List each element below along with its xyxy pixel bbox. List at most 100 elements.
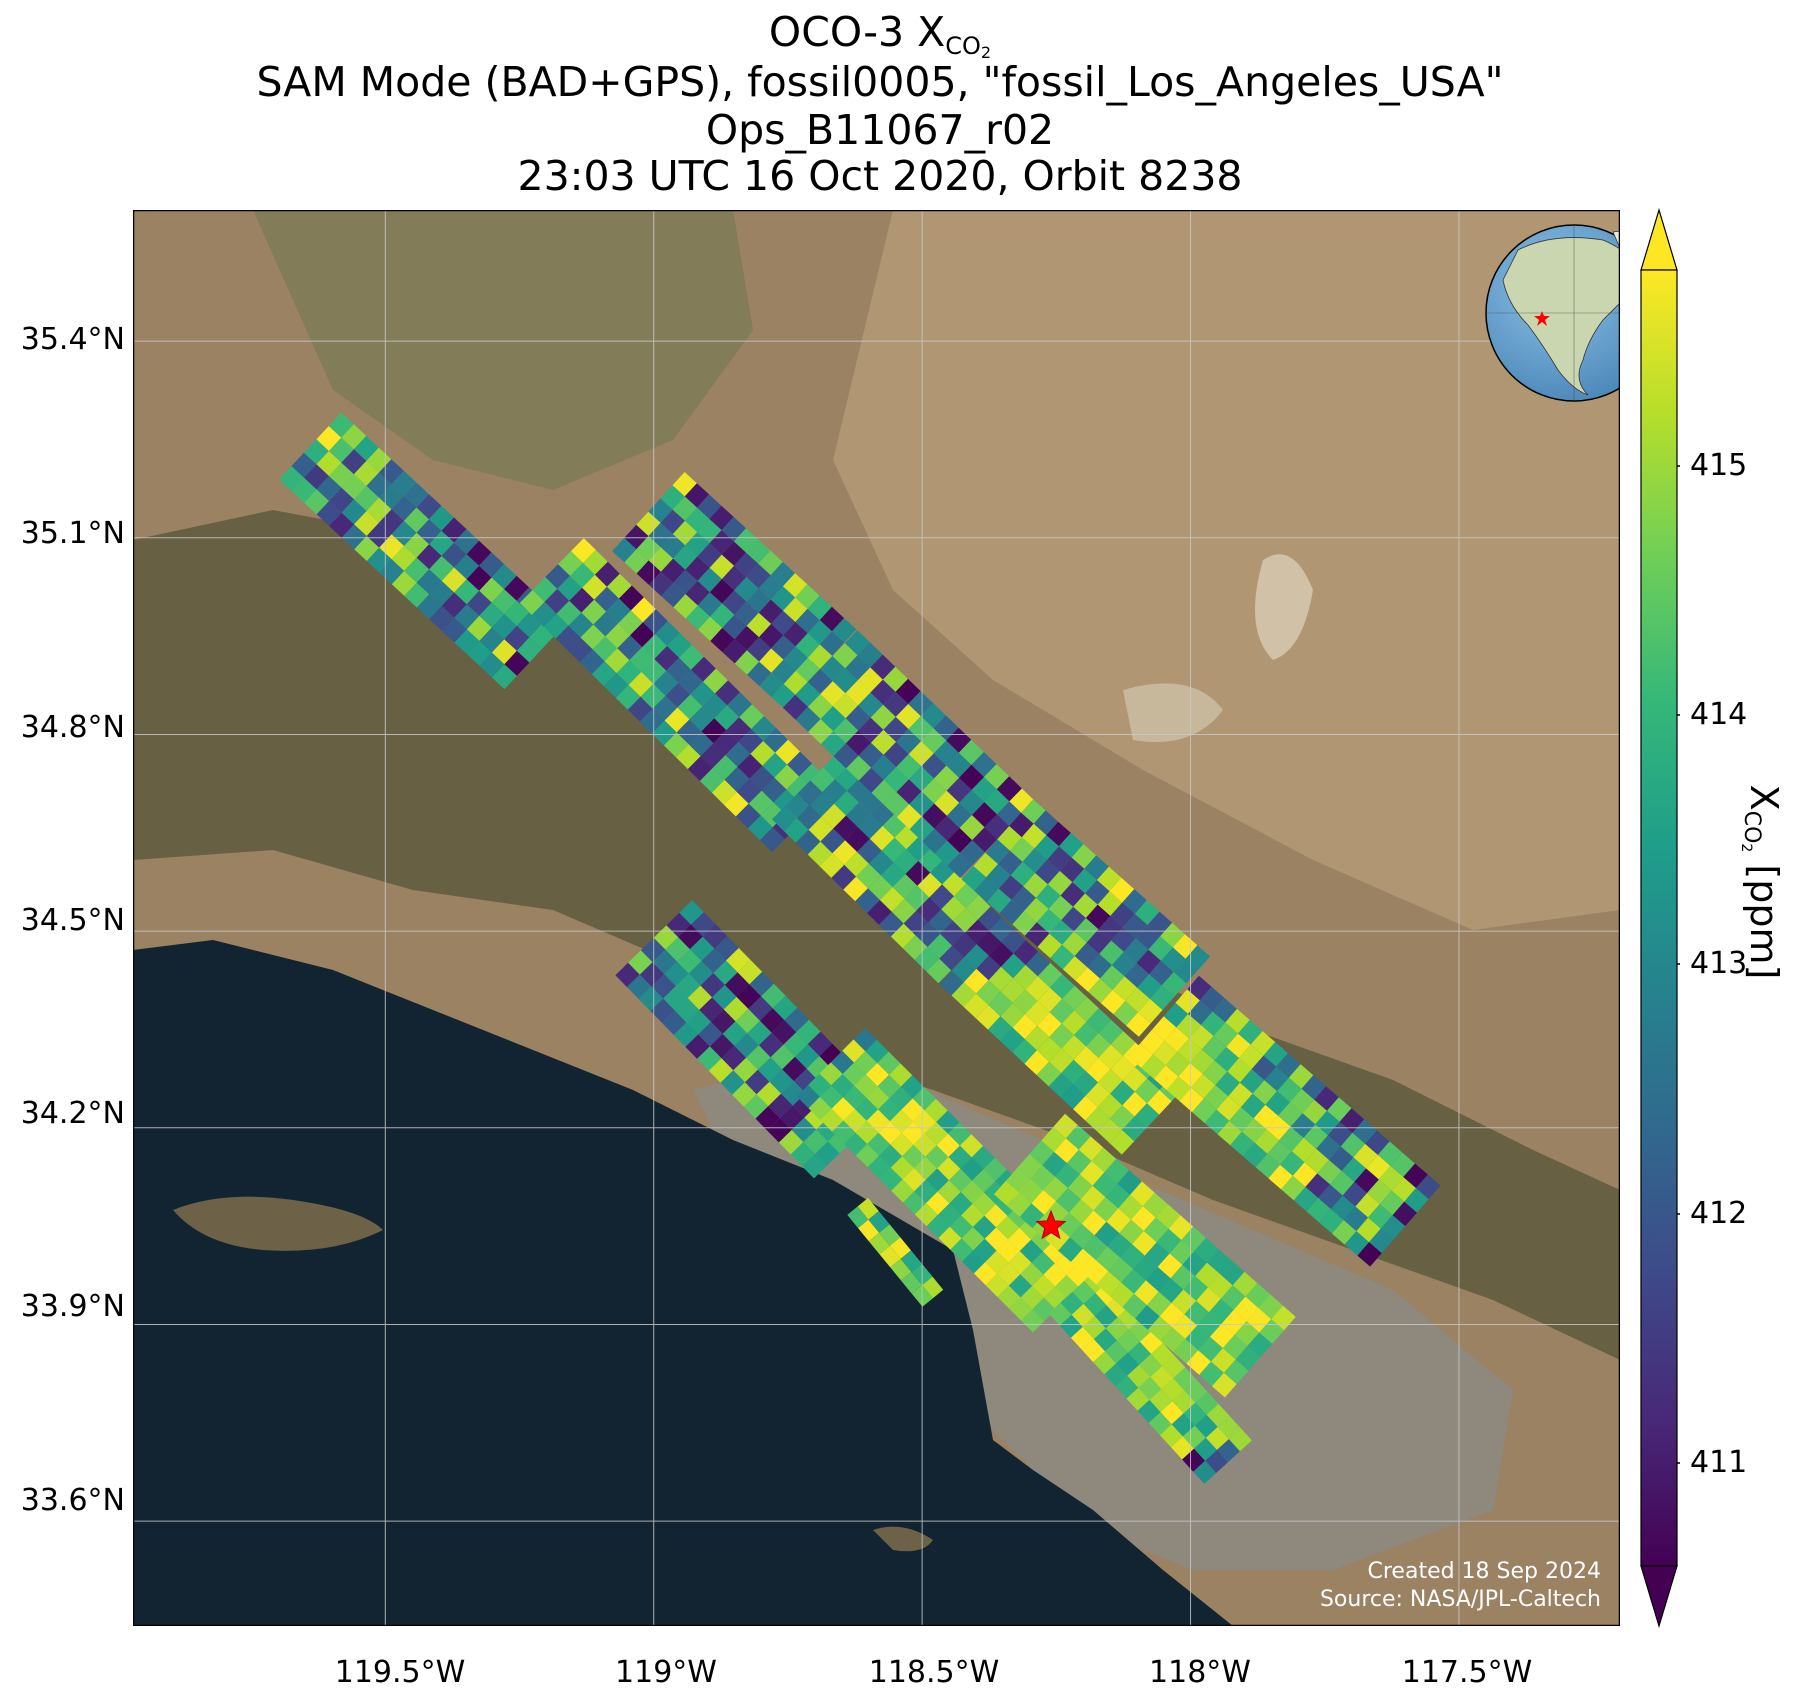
xco2-sounding-cell [1211, 1348, 1236, 1373]
xco2-sounding-cell [988, 942, 1014, 967]
xco2-sounding-cell [1099, 940, 1124, 966]
xco2-sounding-cell [830, 1050, 855, 1074]
xco2-sounding-cell [1074, 918, 1099, 943]
xco2-sounding-cell [1122, 889, 1147, 914]
xco2-sounding-cell [1247, 1332, 1273, 1358]
xco2-sounding-cell [555, 625, 581, 651]
xco2-sounding-cell [820, 681, 846, 707]
xco2-sounding-cell [1183, 1276, 1208, 1301]
xco2-sounding-cell [636, 536, 661, 561]
xco2-sounding-cell [1288, 1064, 1314, 1089]
xco2-sounding-cell [732, 1082, 757, 1107]
xco2-sounding-cell [988, 1016, 1013, 1041]
xco2-sounding-cell [1329, 1146, 1354, 1171]
xco2-sounding-cell [655, 621, 680, 646]
xco2-sounding-cell [921, 753, 947, 779]
xco2-sounding-cell [1001, 928, 1026, 954]
xco2-sounding-cell [701, 718, 727, 744]
xco2-sounding-cell [946, 802, 972, 828]
xco2-sounding-cell [912, 1087, 936, 1111]
xco2-sounding-cell [479, 652, 505, 678]
xco2-sounding-cell [1060, 1291, 1084, 1315]
xco2-sounding-cell [1009, 1297, 1033, 1321]
xco2-sounding-cell [391, 495, 417, 521]
xco2-sounding-cell [871, 729, 897, 755]
xco2-sounding-cell [781, 1081, 806, 1106]
xco2-sounding-cell [1303, 1124, 1328, 1149]
xco2-sounding-cell [1165, 1051, 1191, 1077]
xco2-sounding-cell [922, 828, 948, 854]
xco2-sounding-cell [889, 1063, 913, 1087]
xco2-sounding-cell [679, 900, 704, 925]
xco2-sounding-cell [746, 539, 771, 564]
xco2-sounding-cell [746, 588, 771, 613]
xco2-sounding-cell [1086, 1008, 1112, 1033]
xco2-sounding-cell [1110, 902, 1135, 928]
xco2-sounding-cell [954, 883, 979, 908]
xco2-sounding-cell [592, 636, 618, 662]
xco2-sounding-cell [1120, 1244, 1145, 1269]
xco2-sounding-cell [734, 1033, 759, 1058]
xco2-sounding-cell [1127, 1364, 1151, 1388]
xco2-sounding-cell [1341, 1157, 1367, 1182]
xco2-sounding-cell [1031, 1190, 1057, 1215]
xco2-sounding-cell [710, 627, 735, 653]
xco2-sounding-cell [1301, 1075, 1326, 1100]
xco2-sounding-cell [648, 547, 674, 572]
xco2-sounding-cell [1097, 866, 1122, 892]
xco2-sounding-cell [579, 649, 605, 675]
xco2-sounding-cell [972, 1192, 996, 1216]
lat-tick-label: 33.6°N [20, 1483, 125, 1518]
xco2-sounding-cell [808, 1096, 832, 1120]
xco2-sounding-cell [1037, 987, 1063, 1013]
xco2-sounding-cell [1209, 1298, 1234, 1324]
xco2-sounding-cell [329, 462, 354, 488]
xco2-sounding-cell [984, 1227, 1008, 1251]
xco2-sounding-cell [1259, 1319, 1284, 1344]
xco2-sounding-cell [1304, 1148, 1329, 1174]
xco2-sounding-cell [893, 849, 919, 874]
xco2-sounding-cell [1021, 1309, 1045, 1333]
xco2-sounding-cell [890, 923, 916, 949]
xco2-sounding-cell [903, 1191, 927, 1215]
xco2-sounding-cell [1214, 1047, 1239, 1072]
xco2-sounding-cell [1091, 1147, 1117, 1173]
xco2-sounding-cell [1012, 1039, 1037, 1064]
xco2-sounding-cell [1070, 1223, 1095, 1249]
xco2-sounding-cell [676, 973, 701, 998]
xco2-sounding-cell [674, 998, 700, 1023]
xco2-sounding-cell [973, 1215, 997, 1239]
xco2-sounding-cell [746, 637, 772, 662]
xco2-sounding-cell [1019, 1203, 1045, 1229]
xco2-sounding-cell [890, 1156, 914, 1180]
xco2-sounding-cell [627, 696, 653, 722]
xco2-sounding-cell [1160, 922, 1185, 948]
xco2-sounding-cell [1108, 1257, 1134, 1283]
xco2-sounding-cell [504, 625, 530, 651]
xco2-sounding-cell [642, 634, 668, 659]
xco2-sounding-cell [543, 613, 569, 639]
xco2-sounding-cell [1100, 965, 1125, 990]
xco2-sounding-cell [1202, 1060, 1228, 1085]
xco2-sounding-cell [749, 765, 775, 791]
xco2-sounding-cell [1017, 1154, 1043, 1179]
xco2-sounding-cell [986, 888, 1012, 914]
xco2-sounding-cell [745, 1069, 770, 1095]
xco2-sounding-cell [1176, 1013, 1201, 1039]
xco2-sounding-cell [1160, 1327, 1186, 1353]
xco2-sounding-cell [771, 684, 796, 709]
xco2-sounding-cell [755, 1106, 780, 1131]
xco2-sounding-cell [1172, 934, 1198, 959]
xco2-sounding-cell [569, 587, 595, 613]
xco2-sounding-cell [709, 1033, 735, 1059]
xco2-sounding-cell [994, 1180, 1019, 1206]
xco2-sounding-cell [1093, 1197, 1119, 1222]
xco2-sounding-cell [905, 861, 931, 886]
xco2-sounding-cell [1357, 1242, 1382, 1267]
xco2-sounding-cell [858, 692, 884, 718]
xco2-sounding-cell [1000, 1027, 1025, 1053]
globe-graticule [1486, 225, 1620, 401]
xco2-sounding-cell [758, 550, 783, 576]
xco2-sounding-cell [1302, 1099, 1327, 1125]
xco2-sounding-cell [1245, 1283, 1271, 1308]
